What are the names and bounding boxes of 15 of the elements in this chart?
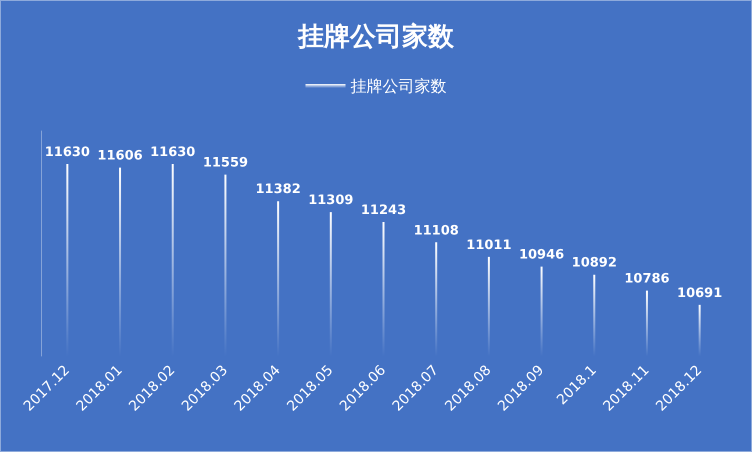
data-label: 11243 <box>360 203 406 218</box>
chart-title: 挂牌公司家数 <box>297 22 455 52</box>
data-label: 11630 <box>150 145 196 160</box>
data-label: 11309 <box>308 193 354 208</box>
data-label: 11630 <box>44 145 90 160</box>
data-label: 10691 <box>677 286 722 301</box>
data-label: 11382 <box>256 182 301 198</box>
data-label: 11606 <box>97 148 143 164</box>
data-label: 10946 <box>518 248 564 263</box>
data-label: 11108 <box>414 223 459 238</box>
legend-label: 挂牌公司家数 <box>350 76 446 96</box>
data-label: 11559 <box>202 156 248 171</box>
data-label: 10892 <box>572 256 617 271</box>
data-label: 11011 <box>466 238 512 253</box>
data-label: 10786 <box>624 272 670 287</box>
